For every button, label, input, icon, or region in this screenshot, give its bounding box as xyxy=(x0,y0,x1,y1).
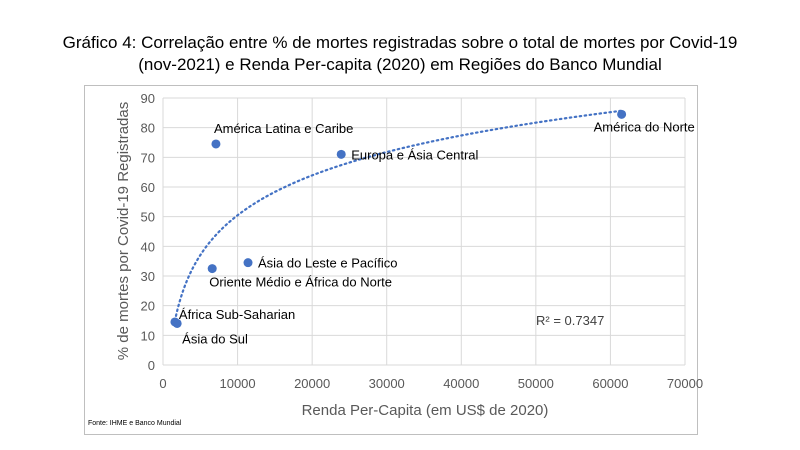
gridlines xyxy=(162,97,686,366)
trendline xyxy=(173,109,623,322)
point-label: Ásia do Leste e Pacífico xyxy=(258,256,397,271)
chart-title: Gráfico 4: Correlação entre % de mortes … xyxy=(0,32,800,76)
x-tick-label: 60000 xyxy=(592,376,628,391)
x-tick-label: 40000 xyxy=(443,376,479,391)
point-label: América Latina e Caribe xyxy=(214,121,353,136)
data-points xyxy=(170,109,627,328)
y-tick-label: 20 xyxy=(141,299,155,314)
data-point xyxy=(243,258,253,268)
tick-labels: 0 10 20 30 40 50 60 70 80 90 0 10000 20000 30000 40000… xyxy=(141,91,704,391)
r-squared-label: R² = 0.7347 xyxy=(536,313,604,328)
x-tick-label: 0 xyxy=(159,376,166,391)
y-tick-label: 80 xyxy=(141,121,155,136)
data-point xyxy=(207,264,217,274)
y-tick-label: 10 xyxy=(141,328,155,343)
x-tick-label: 70000 xyxy=(667,376,703,391)
chart-frame xyxy=(84,85,698,435)
y-tick-label: 50 xyxy=(141,210,155,225)
y-tick-label: 60 xyxy=(141,180,155,195)
data-point xyxy=(617,109,627,119)
y-tick-label: 0 xyxy=(148,358,155,373)
chart-title-line-1: Gráfico 4: Correlação entre % de mortes … xyxy=(62,33,738,52)
x-tick-label: 10000 xyxy=(219,376,255,391)
x-tick-label: 50000 xyxy=(518,376,554,391)
point-labels: América do Norte América Latina e Caribe E… xyxy=(179,119,695,346)
chart-title-line-2: (nov-2021) e Renda Per-capita (2020) em … xyxy=(138,55,662,74)
data-point xyxy=(336,149,346,159)
y-tick-label: 30 xyxy=(141,269,155,284)
x-tick-label: 30000 xyxy=(369,376,405,391)
point-label: América do Norte xyxy=(594,119,695,134)
source-note: Fonte: IHME e Banco Mundial xyxy=(88,420,182,427)
y-tick-label: 70 xyxy=(141,150,155,165)
y-tick-label: 90 xyxy=(141,91,155,106)
point-label: África Sub-Saharian xyxy=(179,307,295,322)
data-point xyxy=(211,139,221,149)
point-label: Oriente Médio e África do Norte xyxy=(209,275,392,290)
x-tick-label: 20000 xyxy=(294,376,330,391)
x-axis-title: Renda Per-Capita (em US$ de 2020) xyxy=(302,402,549,419)
point-label: Europa e Ásia Central xyxy=(351,147,478,162)
y-axis-title: % de mortes por Covid-19 Registradas xyxy=(115,102,132,360)
y-tick-label: 40 xyxy=(141,239,155,254)
data-point xyxy=(172,318,182,328)
point-label: Ásia do Sul xyxy=(182,331,248,346)
trendline-group xyxy=(173,109,623,322)
